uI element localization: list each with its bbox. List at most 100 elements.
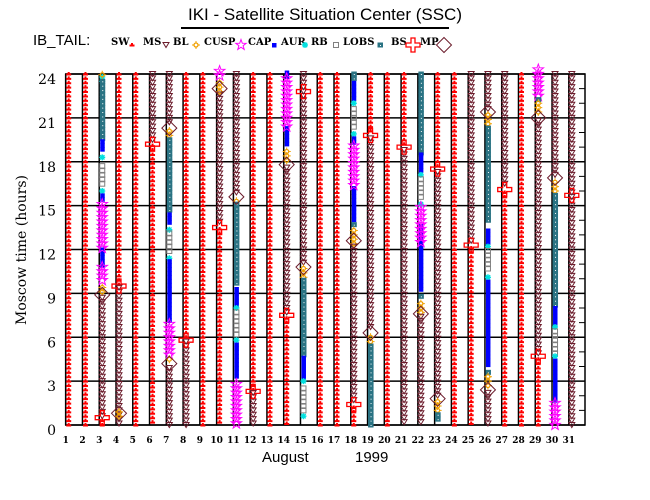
lobs-marker [368,409,374,415]
ms-marker [433,204,442,211]
sw-marker [368,76,374,80]
sw-marker [267,208,273,212]
cap-marker [485,307,491,312]
sw-marker [150,222,156,227]
cap-marker [418,255,424,261]
sw-marker [250,256,256,260]
sw-marker [535,374,541,379]
sw-marker [133,186,139,190]
ms-marker [567,281,576,289]
sw-marker [200,291,206,295]
ms-marker [400,256,408,264]
ms-marker [567,224,576,232]
ms-marker [534,126,543,134]
sw-marker [451,348,457,352]
sw-marker [116,124,122,129]
x-tick-label: 22 [412,436,425,446]
aur-marker [350,130,357,137]
sw-marker [317,295,323,300]
lobs-marker [368,361,374,367]
sw-marker [384,418,390,423]
lobs-marker [485,156,491,162]
sw-marker [200,260,206,265]
ms-marker [148,84,157,91]
ms-marker [467,106,476,113]
rb-marker [300,394,307,401]
ms-marker [400,388,408,395]
cap-marker [301,359,306,365]
sw-marker [384,370,390,374]
ms-marker [400,348,408,356]
ms-marker [467,141,476,148]
sw-marker [451,278,457,282]
ms-marker [215,109,224,116]
ms-marker [349,340,358,347]
sw-marker [116,80,122,85]
sw-marker [150,411,156,415]
sw-marker [82,317,88,322]
ms-marker [349,357,358,365]
lobs-marker [552,223,559,229]
sw-marker [66,111,72,115]
ms-marker [567,277,576,284]
sw-marker [267,234,273,238]
sw-marker [267,133,273,137]
cap-marker [234,298,239,304]
ms-marker [551,149,559,157]
sw-marker [116,129,122,133]
legend-ms-marker [162,42,170,49]
sw-marker [133,269,139,273]
ms-marker [534,170,543,177]
rb-marker [166,239,173,246]
mp-marker [479,103,497,121]
sw-marker [334,133,340,137]
sw-marker [82,146,88,151]
sw-marker [250,344,256,348]
mp-marker [362,324,379,342]
ms-marker [400,155,408,163]
ms-marker [534,341,543,349]
mp-marker [295,258,312,276]
cap-marker [234,358,239,363]
sw-marker [317,238,323,243]
sw-marker [267,89,273,94]
lobs-marker [233,227,240,233]
x-tick-label: 3 [96,436,102,446]
sw-marker [82,401,88,405]
ms-marker [165,71,174,78]
sw-marker [518,155,524,159]
sw-marker [451,111,457,115]
sw-marker [384,308,390,313]
sw-marker [451,243,457,247]
ms-marker [416,370,425,378]
ms-marker [282,221,291,229]
sw-marker [183,72,189,76]
sw-marker [502,278,508,282]
ms-marker [400,199,408,207]
ms-marker [534,280,543,287]
sw-marker [317,133,323,137]
sw-marker [334,76,340,80]
sw-marker [116,120,122,124]
ms-marker [215,214,224,221]
sw-marker [502,383,508,388]
bs-marker [463,237,479,253]
sw-marker [317,344,323,348]
legend-bs-marker [405,37,421,53]
ms-marker [500,154,509,161]
sw-marker [183,251,189,256]
sw-marker [82,172,88,177]
sw-marker [82,326,88,330]
sw-marker [451,335,457,339]
sw-marker [468,395,474,399]
sw-marker [451,418,457,423]
ms-marker [115,328,123,335]
lobs-marker [418,102,424,108]
lobs-marker [485,191,491,197]
ms-marker [433,318,442,325]
lobs-marker [485,125,491,131]
sw-marker [518,256,524,260]
ms-marker [366,249,375,256]
sw-marker [384,247,390,251]
sw-marker [133,348,139,352]
